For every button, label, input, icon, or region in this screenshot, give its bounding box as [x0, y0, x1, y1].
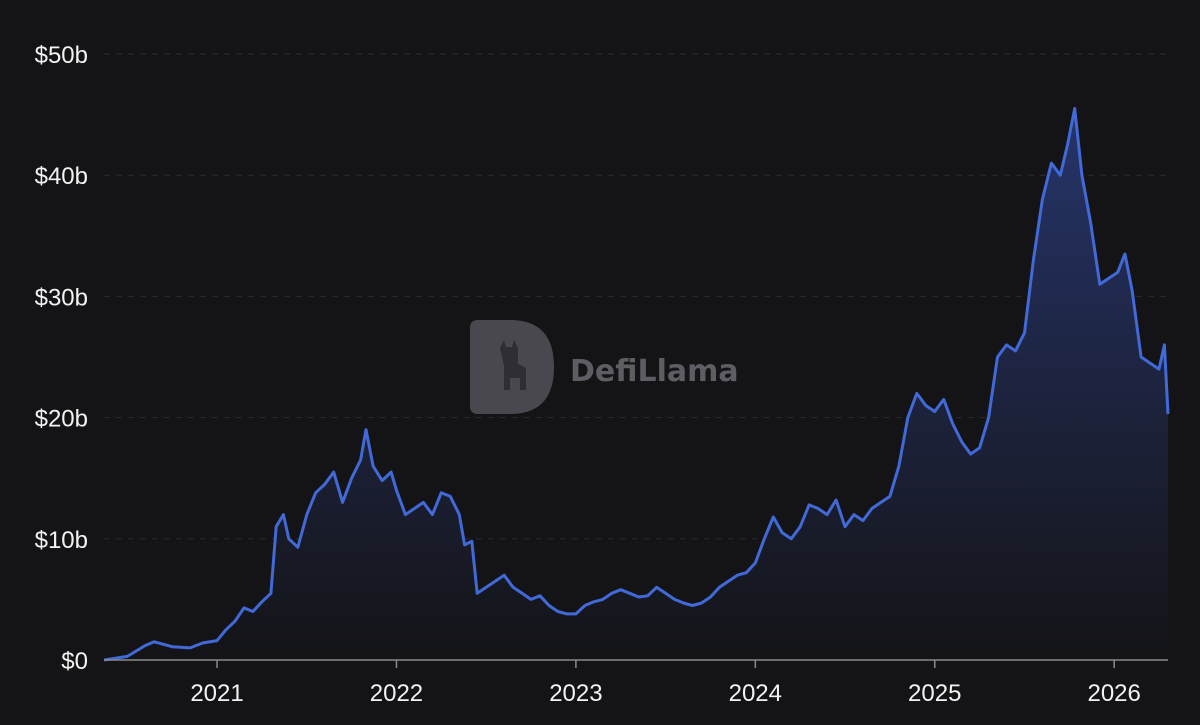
llama-glyph-icon	[500, 340, 526, 390]
defillama-watermark: DefiLlama	[470, 320, 739, 414]
x-axis-ticks: 2021 2022 2023 2024 2025 2026	[190, 660, 1141, 707]
x-tick-label: 2026	[1087, 680, 1140, 707]
x-tick-label: 2025	[908, 680, 961, 707]
y-axis-tick-labels: $0 $10b $20b $30b $40b $50b	[35, 42, 88, 675]
x-tick-label: 2021	[190, 680, 243, 707]
x-tick-label: 2023	[549, 680, 602, 707]
y-tick-label: $0	[61, 648, 88, 675]
y-tick-label: $30b	[35, 284, 88, 311]
y-tick-label: $20b	[35, 406, 88, 433]
x-tick-label: 2024	[729, 680, 782, 707]
y-tick-label: $50b	[35, 42, 88, 69]
y-tick-label: $10b	[35, 527, 88, 554]
x-tick-label: 2022	[370, 680, 423, 707]
y-tick-label: $40b	[35, 163, 88, 190]
tvl-series-line	[103, 107, 1170, 662]
grid-lines	[104, 53, 1168, 540]
tvl-area-fill	[104, 108, 1168, 660]
watermark-text: DefiLlama	[570, 354, 739, 389]
